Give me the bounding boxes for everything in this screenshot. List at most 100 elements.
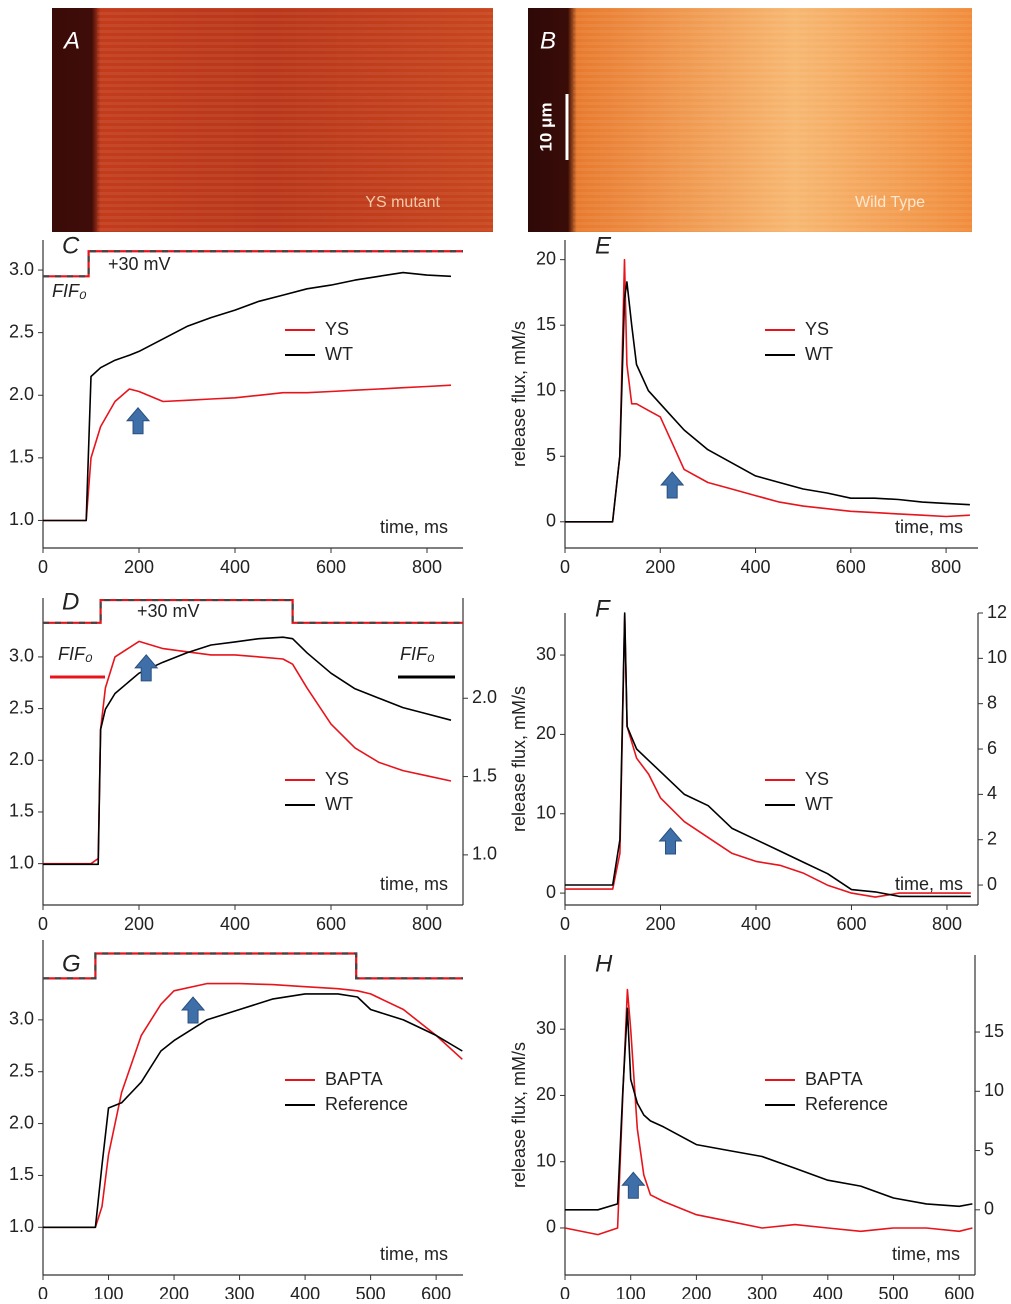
y-tick-label: 15 bbox=[536, 314, 556, 334]
x-tick-label: 400 bbox=[290, 1284, 320, 1299]
x-tick-label: 400 bbox=[220, 557, 250, 577]
series-line bbox=[43, 993, 463, 1229]
y2-tick-label: 6 bbox=[987, 738, 997, 758]
y2-tick-label: 10 bbox=[987, 647, 1007, 667]
panel-letter: D bbox=[62, 588, 79, 615]
y2-tick-label: 1.5 bbox=[472, 765, 497, 785]
x-tick-label: 600 bbox=[421, 1284, 451, 1299]
y-tick-label: 2.5 bbox=[9, 321, 34, 341]
y-tick-label: 5 bbox=[546, 445, 556, 465]
x-tick-label: 600 bbox=[836, 914, 866, 934]
panel-letter: B bbox=[540, 27, 556, 54]
x-tick-label: 300 bbox=[747, 1284, 777, 1299]
x-tick-label: 400 bbox=[220, 914, 250, 934]
image-texture bbox=[573, 8, 972, 232]
x-tick-label: 200 bbox=[124, 914, 154, 934]
y2-tick-label: 5 bbox=[984, 1139, 994, 1159]
series-line bbox=[43, 640, 452, 865]
legend-label: BAPTA bbox=[805, 1069, 863, 1089]
series-line bbox=[565, 612, 971, 898]
panel-letter: H bbox=[595, 950, 613, 977]
voltage-pulse-dash bbox=[43, 250, 463, 278]
y2-tick-label: 12 bbox=[987, 602, 1007, 622]
legend-label: Reference bbox=[325, 1094, 408, 1114]
x-tick-label: 600 bbox=[316, 914, 346, 934]
series-line bbox=[565, 1007, 973, 1211]
x-axis-label: time, ms bbox=[380, 1244, 448, 1264]
y2-tick-label: 2.0 bbox=[472, 687, 497, 707]
x-tick-label: 600 bbox=[316, 557, 346, 577]
panel-letter: C bbox=[62, 232, 80, 259]
panel-letter: G bbox=[62, 950, 81, 977]
y-tick-label: 20 bbox=[536, 1084, 556, 1104]
y-tick-label: 2.0 bbox=[9, 384, 34, 404]
x-tick-label: 200 bbox=[645, 914, 675, 934]
y2-tick-label: 1.0 bbox=[472, 844, 497, 864]
y-tick-label: 1.0 bbox=[9, 1216, 34, 1236]
series-line bbox=[565, 281, 970, 523]
y2-tick-label: 0 bbox=[987, 874, 997, 894]
y-tick-label: 1.0 bbox=[9, 509, 34, 529]
x-tick-label: 800 bbox=[412, 557, 442, 577]
x-tick-label: 100 bbox=[616, 1284, 646, 1299]
x-tick-label: 0 bbox=[38, 557, 48, 577]
x-tick-label: 600 bbox=[836, 557, 866, 577]
y2-tick-label: 0 bbox=[984, 1199, 994, 1219]
x-tick-label: 200 bbox=[645, 557, 675, 577]
arrow bbox=[125, 406, 151, 435]
annotation: FIF₀ bbox=[58, 644, 93, 664]
y2-tick-label: 15 bbox=[984, 1021, 1004, 1041]
y-tick-label: 20 bbox=[536, 723, 556, 743]
x-tick-label: 0 bbox=[38, 914, 48, 934]
x-tick-label: 0 bbox=[560, 557, 570, 577]
legend-label: WT bbox=[805, 794, 833, 814]
image-caption: Wild Type bbox=[855, 194, 925, 211]
legend-label: WT bbox=[325, 794, 353, 814]
series-line bbox=[43, 982, 463, 1229]
y-tick-label: 2.0 bbox=[9, 749, 34, 769]
arrow bbox=[180, 996, 206, 1024]
legend-label: WT bbox=[805, 344, 833, 364]
y2-tick-label: 10 bbox=[984, 1080, 1004, 1100]
y-tick-label: 1.0 bbox=[9, 852, 34, 872]
y2-tick-label: 4 bbox=[987, 783, 997, 803]
y-tick-label: 20 bbox=[536, 248, 556, 268]
scale-bar-label: 10 μm bbox=[536, 102, 555, 151]
voltage-pulse-dash bbox=[43, 952, 463, 980]
panel-letter: A bbox=[62, 27, 80, 54]
annotation: +30 mV bbox=[108, 254, 171, 274]
x-tick-label: 0 bbox=[560, 914, 570, 934]
series-line bbox=[43, 636, 452, 866]
x-axis-label: time, ms bbox=[895, 517, 963, 537]
y-tick-label: 0 bbox=[546, 511, 556, 531]
x-tick-label: 300 bbox=[225, 1284, 255, 1299]
y-tick-label: 1.5 bbox=[9, 801, 34, 821]
legend-label: YS bbox=[325, 319, 349, 339]
y-tick-label: 10 bbox=[536, 379, 556, 399]
y-axis-label: release flux, mM/s bbox=[509, 686, 529, 832]
y-axis-label: release flux, mM/s bbox=[509, 1042, 529, 1188]
x-tick-label: 800 bbox=[412, 914, 442, 934]
x-tick-label: 200 bbox=[681, 1284, 711, 1299]
y-tick-label: 1.5 bbox=[9, 1164, 34, 1184]
legend-label: WT bbox=[325, 344, 353, 364]
x-tick-label: 400 bbox=[741, 557, 771, 577]
x-tick-label: 800 bbox=[932, 914, 962, 934]
y-tick-label: 2.5 bbox=[9, 1060, 34, 1080]
voltage-pulse bbox=[43, 952, 463, 980]
y-tick-label: 0 bbox=[546, 1217, 556, 1237]
x-tick-label: 400 bbox=[741, 914, 771, 934]
x-tick-label: 400 bbox=[813, 1284, 843, 1299]
x-tick-label: 500 bbox=[879, 1284, 909, 1299]
voltage-pulse bbox=[43, 598, 463, 624]
x-tick-label: 0 bbox=[560, 1284, 570, 1299]
legend-label: Reference bbox=[805, 1094, 888, 1114]
y-tick-label: 0 bbox=[546, 882, 556, 902]
x-tick-label: 800 bbox=[931, 557, 961, 577]
legend-label: BAPTA bbox=[325, 1069, 383, 1089]
series-line bbox=[43, 384, 452, 522]
image-texture bbox=[97, 8, 493, 232]
y-tick-label: 2.5 bbox=[9, 697, 34, 717]
voltage-pulse-dash bbox=[43, 598, 463, 624]
